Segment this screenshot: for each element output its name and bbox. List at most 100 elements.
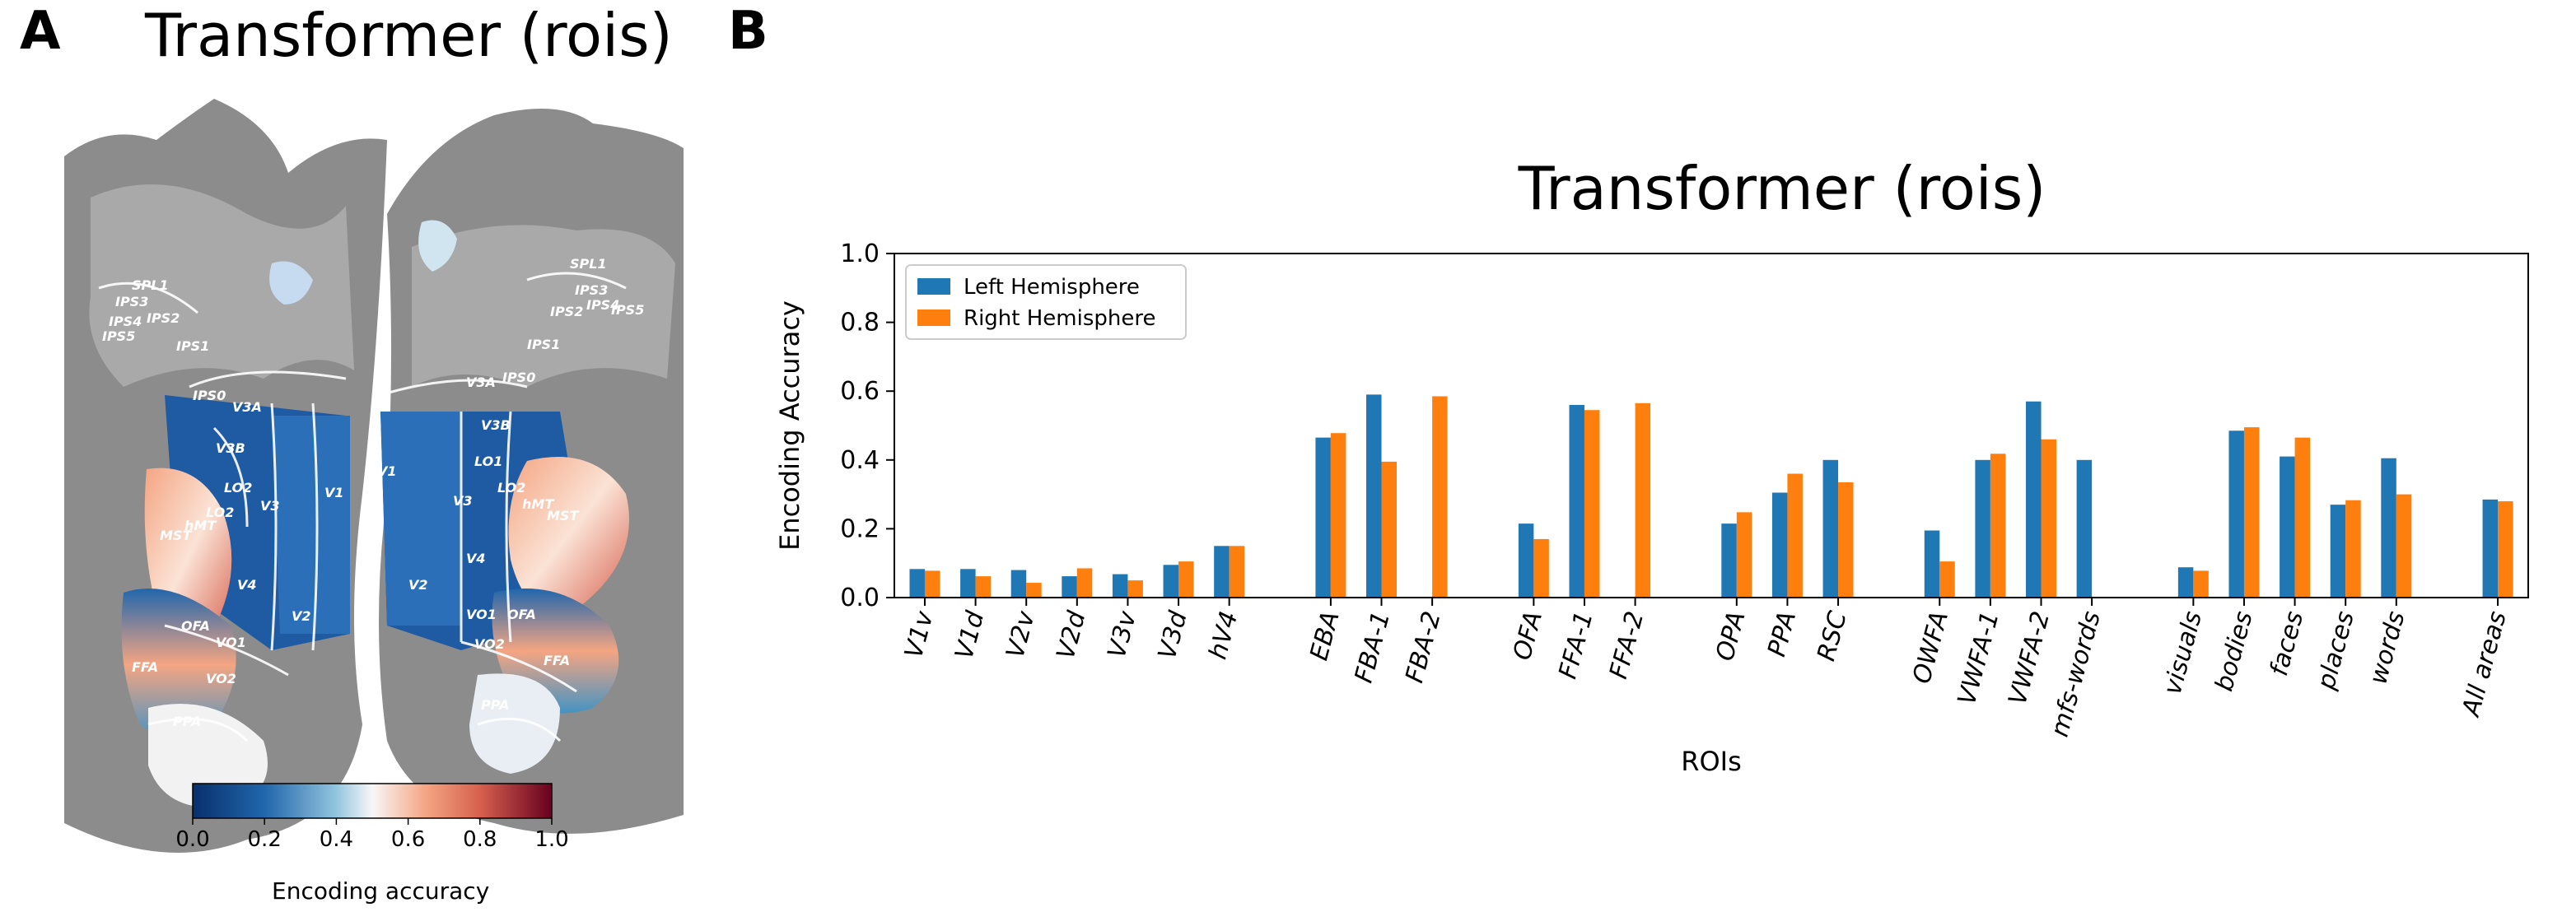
bar-right-ffa-2: [1635, 402, 1651, 598]
x-tick-label: faces: [2265, 608, 2309, 679]
x-axis-label: ROIs: [1681, 746, 1742, 777]
y-tick-label: 1.0: [840, 240, 880, 268]
roi-label: OFA: [507, 607, 536, 622]
roi-label: LO1: [474, 454, 502, 469]
roi-label: V3A: [466, 375, 496, 390]
roi-label: IPS0: [502, 370, 535, 385]
roi-label: FFA: [132, 659, 158, 675]
roi-label: V4: [237, 577, 257, 593]
x-tick-label: mfs-words: [2046, 608, 2107, 740]
x-tick-label: V3d: [1153, 607, 1193, 663]
roi-label: LO2: [224, 480, 252, 496]
bar-left-faces: [2280, 456, 2295, 598]
y-tick-label: 0.2: [840, 514, 880, 543]
bar-left-bodies: [2228, 430, 2244, 598]
bar-left-ppa: [1771, 492, 1788, 598]
roi-label: PPA: [173, 714, 201, 729]
roi-label: VO2: [474, 636, 505, 652]
bar-right-opa: [1736, 512, 1752, 598]
bar-left-v1v: [909, 569, 925, 598]
x-tick-label: RSC: [1812, 608, 1853, 664]
legend-label-right: Right Hemisphere: [964, 306, 1155, 331]
roi-label: IPS5: [611, 302, 644, 318]
legend-box: [905, 264, 1187, 340]
roi-label: IPS4: [109, 314, 142, 329]
roi-label: V3: [260, 498, 280, 514]
bar-right-vwfa-2: [2041, 439, 2056, 598]
x-tick-label: bodies: [2210, 608, 2258, 695]
y-tick-label: 0.0: [840, 584, 880, 612]
x-tick-label: V1v: [899, 607, 940, 662]
bar-left-vwfa-1: [1975, 459, 1990, 598]
roi-label: V1: [377, 463, 397, 479]
bar-right-v3v: [1127, 580, 1143, 598]
roi-label: MST: [160, 528, 192, 543]
x-tick-labels: V1v V1d V2v V2d V3v V3d hV4 EBA FBA-1 FBA-2 OFA FFA…: [899, 598, 2513, 740]
roi-label: V3: [453, 493, 473, 509]
right-roi-labels: SPL1 IPS3 IPS2 IPS4 IPS5 IPS1 V3A IPS0 V…: [377, 256, 644, 713]
bar-right-eba: [1330, 433, 1346, 598]
x-tick-label: FBA-2: [1400, 608, 1447, 686]
roi-label: V2: [408, 577, 428, 593]
bar-right-ofa: [1533, 538, 1549, 598]
colorbar-tick-label: 0.4: [320, 827, 353, 852]
left-hemisphere-flatmap: SPL1 IPS3 IPS2 IPS4 IPS5 IPS1 IPS0 V3A V…: [64, 99, 387, 853]
roi-label: LO2: [497, 480, 525, 496]
bar-right-v1v: [924, 570, 940, 598]
legend-swatch-left: [917, 278, 950, 295]
roi-label: IPS2: [147, 310, 180, 326]
panel-a-letter: A: [20, 1, 61, 62]
roi-label: IPS3: [575, 282, 608, 298]
roi-label: IPS0: [193, 388, 226, 403]
x-tick-label: OWFA: [1907, 608, 1954, 686]
x-tick-label: V3v: [1102, 607, 1142, 662]
roi-label: MST: [547, 508, 579, 523]
bar-right-fba-2: [1432, 396, 1448, 598]
bar-right-ppa: [1787, 473, 1803, 598]
bar-right-faces: [2294, 437, 2311, 598]
roi-label: VO1: [216, 635, 246, 650]
roi-label: IPS3: [115, 294, 148, 309]
colorbar-tick-label: 0.8: [463, 827, 497, 852]
y-tick-label: 0.4: [840, 446, 880, 475]
bar-left-owfa: [1924, 530, 1940, 598]
roi-label: VO2: [206, 671, 236, 686]
panel-b-letter: B: [728, 1, 768, 62]
roi-label: V1: [324, 485, 344, 500]
colorbar-tick-label: 1.0: [534, 827, 568, 852]
roi-label: OFA: [181, 618, 210, 634]
bar-right-hv4: [1229, 546, 1245, 598]
bar-left-v3v: [1112, 574, 1128, 598]
bar-right-words: [2396, 494, 2412, 598]
roi-label: FFA: [544, 653, 570, 668]
bar-right-fba-1: [1381, 461, 1397, 598]
roi-label: IPS2: [550, 304, 583, 319]
roi-label: VO1: [466, 607, 497, 622]
x-tick-label: VWFA-2: [2003, 608, 2056, 708]
x-tick-label: VWFA-1: [1953, 608, 2005, 708]
bar-right-v2v: [1026, 583, 1042, 598]
roi-label: LO2: [206, 505, 234, 520]
roi-label: IPS5: [102, 328, 135, 344]
roi-label: SPL1: [570, 256, 607, 272]
roi-label: IPS1: [527, 337, 560, 352]
bar-left-places: [2330, 505, 2346, 598]
x-tick-label: OPA: [1710, 608, 1752, 664]
roi-label: SPL1: [132, 277, 169, 293]
bar-left-v3d: [1163, 565, 1179, 598]
bar-left-visuals: [2177, 567, 2194, 598]
x-tick-label: places: [2312, 608, 2360, 693]
bar-right-visuals: [2193, 570, 2209, 598]
roi-label: hMT: [522, 496, 554, 512]
x-tick-label: hV4: [1203, 608, 1244, 663]
bar-left-v1d: [960, 569, 976, 598]
bar-right-ffa-1: [1584, 410, 1600, 598]
bar-left-all-areas: [2482, 499, 2499, 598]
bar-right-v1d: [975, 576, 992, 598]
roi-label: V3B: [216, 440, 245, 456]
bar-left-hv4: [1214, 546, 1230, 598]
roi-label: PPA: [481, 697, 509, 713]
bar-right-v3d: [1178, 561, 1194, 598]
